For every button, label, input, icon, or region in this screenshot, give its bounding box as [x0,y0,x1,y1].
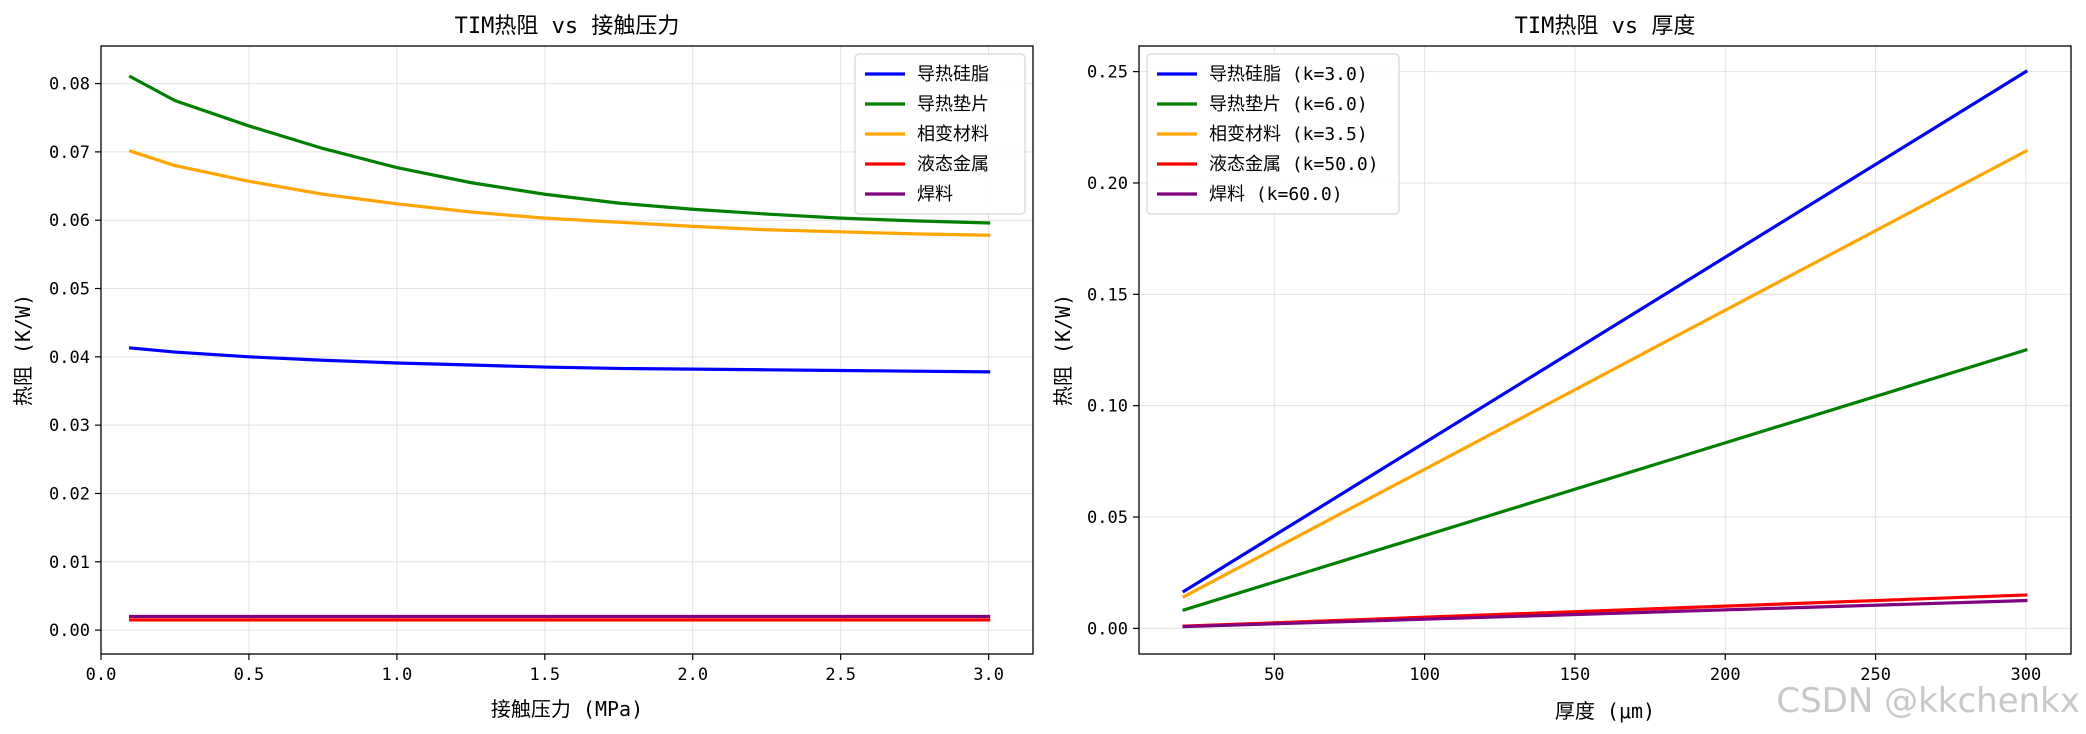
y-tick-label-0: 0.00 [1087,619,1128,639]
x-tick-label-2: 150 [1560,665,1591,685]
x-tick-label-3: 200 [1710,665,1741,685]
chart-pressure: 0.0 0.5 1.0 1.5 2.0 2.5 3.0 0.00 0.01 0.02 0.03 0.0… [11,14,1034,721]
y-tick-label-2: 0.10 [1087,397,1128,417]
x-tick-label-0: 0.0 [86,665,117,685]
chart-thickness: 50 100 150 200 250 300 0.00 0.05 0.10 0.15 0.20 0.2… [1051,14,2072,723]
x-tick-label-1: 0.5 [234,665,265,685]
y-axis-label: 热阻 (K/W) [1051,294,1075,406]
plot-frame [100,45,1034,655]
legend-label-3: 液态金属 [917,154,989,175]
x-tick-label-2: 1.0 [382,665,413,685]
x-tick-label-4: 250 [1860,665,1891,685]
legend-label-3: 液态金属 (k=50.0) [1209,154,1379,175]
series-line-1 [128,74,991,225]
legend-label-1: 导热垫片 [917,94,989,115]
y-tick-label-3: 0.03 [49,416,90,436]
y-tick-label-8: 0.08 [49,75,90,95]
y-tick-label-4: 0.04 [49,348,90,368]
legend-box [1146,53,1400,215]
x-tick-label-6: 3.0 [973,665,1004,685]
y-tick-label-0: 0.00 [49,621,90,641]
y-tick-label-1: 0.05 [1087,508,1128,528]
legend-label-0: 导热硅脂 (k=3.0) [1209,64,1368,85]
y-tick-label-3: 0.15 [1087,285,1128,305]
x-tick-label-0: 50 [1264,665,1284,685]
y-axis-label: 热阻 (K/W) [11,294,35,406]
series-line-2 [1181,148,2029,599]
plot-frame [1138,45,2072,655]
legend-box [854,53,1026,215]
series-line-0 [128,346,991,374]
legend: 导热硅脂 (k=3.0) 导热垫片 (k=6.0) 相变材料 (k=3.5) 液态金属… [1146,53,1400,215]
legend-label-4: 焊料 [917,184,953,205]
legend-label-0: 导热硅脂 [917,64,989,85]
y-tick-label-1: 0.01 [49,553,90,573]
x-tick-label-1: 100 [1409,665,1440,685]
y-tick-label-5: 0.25 [1087,63,1128,83]
chart-title: TIM热阻 vs 接触压力 [455,14,680,39]
series-line-1 [1182,347,2028,612]
chart-title: TIM热阻 vs 厚度 [1515,14,1696,39]
y-tick-label-2: 0.02 [49,484,90,504]
legend-label-1: 导热垫片 (k=6.0) [1209,94,1368,115]
watermark: CSDN @kkchenkx [1776,681,2080,721]
legend-label-2: 相变材料 [917,124,989,145]
y-tick-label-5: 0.05 [49,280,90,300]
legend-label-4: 焊料 (k=60.0) [1209,184,1343,205]
legend-label-2: 相变材料 (k=3.5) [1209,124,1368,145]
y-tick-label-4: 0.20 [1087,174,1128,194]
y-tick-label-6: 0.06 [49,211,90,231]
series-line-4 [1182,598,2028,629]
x-axis-label: 厚度 (μm) [1555,699,1655,723]
x-tick-label-5: 2.5 [825,665,856,685]
x-tick-label-5: 300 [2011,665,2042,685]
x-tick-label-3: 1.5 [529,665,560,685]
series-line-0 [1181,69,2029,594]
x-axis-label: 接触压力 (MPa) [491,697,643,721]
series-line-2 [128,149,991,237]
x-tick-label-4: 2.0 [677,665,708,685]
y-tick-label-7: 0.07 [49,143,90,163]
